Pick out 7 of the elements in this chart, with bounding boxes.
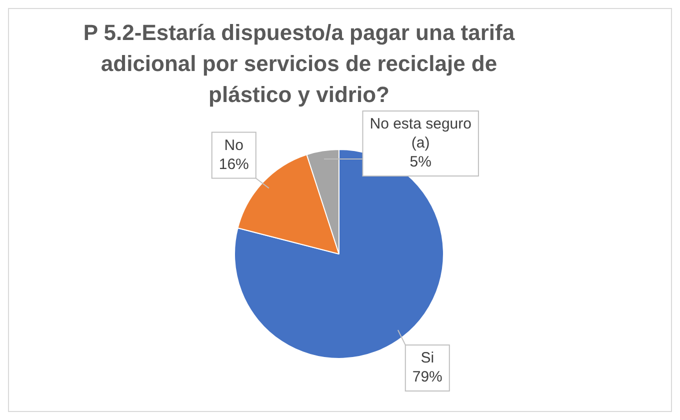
data-label: 16% (218, 156, 249, 173)
slice-label: Si (420, 350, 434, 367)
slice-label: No (224, 136, 244, 154)
slice-label: No esta seguro (a) (370, 116, 472, 152)
chart-title: P 5.2-Estaría dispuesto/a pagar una tarifa adicional por servicios de reciclaje de plástico y vidrio? (82, 19, 516, 109)
data-label: 5% (410, 154, 432, 171)
data-label: 79% (412, 368, 442, 386)
